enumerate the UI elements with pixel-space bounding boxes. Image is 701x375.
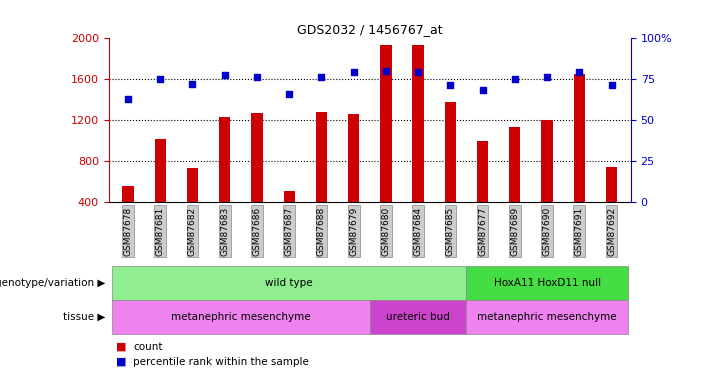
Point bbox=[219, 72, 231, 78]
Text: tissue ▶: tissue ▶ bbox=[63, 312, 105, 322]
Point bbox=[477, 87, 488, 93]
Point bbox=[284, 91, 295, 97]
Point bbox=[187, 81, 198, 87]
Text: count: count bbox=[133, 342, 163, 352]
Bar bbox=[123, 186, 134, 202]
Title: GDS2032 / 1456767_at: GDS2032 / 1456767_at bbox=[297, 23, 442, 36]
Bar bbox=[348, 114, 360, 202]
Point bbox=[606, 82, 617, 88]
Bar bbox=[370, 300, 466, 334]
Text: genotype/variation ▶: genotype/variation ▶ bbox=[0, 278, 105, 288]
Point bbox=[412, 69, 423, 75]
Text: metanephric mesenchyme: metanephric mesenchyme bbox=[477, 312, 617, 322]
Bar bbox=[112, 266, 466, 300]
Point bbox=[444, 82, 456, 88]
Bar bbox=[187, 168, 198, 202]
Point bbox=[123, 96, 134, 102]
Bar bbox=[573, 74, 585, 202]
Point bbox=[252, 74, 263, 80]
Bar bbox=[219, 117, 231, 202]
Text: ■: ■ bbox=[116, 342, 126, 352]
Bar bbox=[412, 45, 424, 203]
Text: percentile rank within the sample: percentile rank within the sample bbox=[133, 357, 309, 367]
Text: wild type: wild type bbox=[266, 278, 313, 288]
Bar bbox=[606, 167, 617, 202]
Point bbox=[155, 76, 166, 82]
Bar bbox=[477, 141, 489, 202]
Text: ureteric bud: ureteric bud bbox=[386, 312, 450, 322]
Bar bbox=[155, 139, 166, 202]
Bar bbox=[315, 112, 327, 202]
Bar bbox=[112, 300, 370, 334]
Bar bbox=[251, 113, 263, 202]
Point bbox=[348, 69, 360, 75]
Bar bbox=[380, 45, 392, 203]
Point bbox=[573, 69, 585, 75]
Bar bbox=[466, 266, 627, 300]
Point bbox=[380, 68, 391, 74]
Point bbox=[541, 74, 552, 80]
Text: HoxA11 HoxD11 null: HoxA11 HoxD11 null bbox=[494, 278, 601, 288]
Text: ■: ■ bbox=[116, 357, 126, 367]
Bar bbox=[541, 120, 552, 202]
Point bbox=[509, 76, 520, 82]
Bar bbox=[466, 300, 627, 334]
Bar bbox=[509, 127, 520, 202]
Text: metanephric mesenchyme: metanephric mesenchyme bbox=[171, 312, 311, 322]
Bar bbox=[444, 102, 456, 202]
Point bbox=[316, 74, 327, 80]
Bar bbox=[283, 191, 295, 202]
